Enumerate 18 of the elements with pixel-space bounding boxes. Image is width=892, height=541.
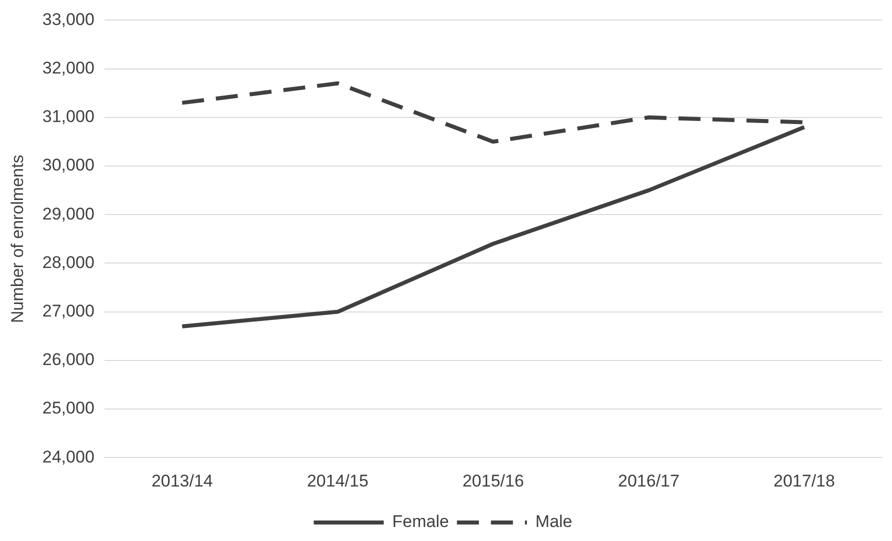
y-tick-label: 29,000 bbox=[42, 204, 94, 224]
y-tick-label: 26,000 bbox=[42, 350, 94, 370]
x-tick-label: 2013/14 bbox=[151, 471, 213, 490]
legend-label: Female bbox=[392, 512, 449, 532]
y-tick-label: 24,000 bbox=[42, 447, 94, 466]
x-tick-label: 2016/17 bbox=[618, 471, 680, 490]
y-tick-label: 32,000 bbox=[42, 58, 94, 78]
y-tick-label: 27,000 bbox=[42, 301, 94, 320]
x-tick-label: 2015/16 bbox=[462, 471, 524, 490]
y-tick-label: 33,000 bbox=[42, 10, 94, 29]
legend-label: Male bbox=[535, 512, 572, 532]
y-tick-label: 31,000 bbox=[42, 107, 94, 126]
x-tick-label: 2014/15 bbox=[306, 471, 368, 490]
x-tick-label: 2017/18 bbox=[774, 471, 835, 490]
y-tick-label: 30,000 bbox=[42, 156, 94, 175]
y-tick-label: 28,000 bbox=[42, 252, 94, 272]
y-tick-label: 25,000 bbox=[42, 398, 94, 418]
y-axis-title: Number of enrolments bbox=[8, 154, 27, 323]
